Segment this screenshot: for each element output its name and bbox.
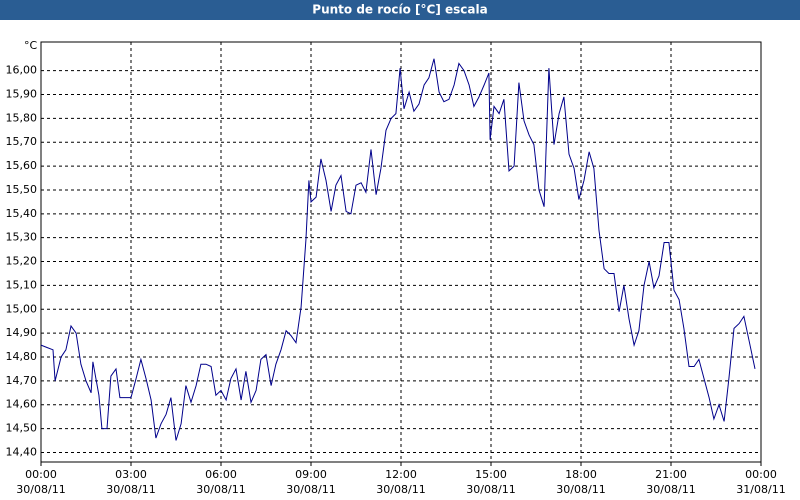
data-line <box>40 58 756 441</box>
x-tick-date: 30/08/11 <box>16 483 65 496</box>
x-tick-label: 18:00 <box>565 468 597 481</box>
y-tick-label: 14,60 <box>6 398 38 411</box>
x-tick-label: 03:00 <box>115 468 147 481</box>
x-tick-label: 06:00 <box>205 468 237 481</box>
y-tick-label: 14,80 <box>6 350 38 363</box>
y-tick-label: 15,10 <box>6 278 38 291</box>
y-tick-label: 15,90 <box>6 88 38 101</box>
x-tick-label: 15:00 <box>475 468 507 481</box>
x-tick-date: 30/08/11 <box>286 483 335 496</box>
x-tick-date: 30/08/11 <box>466 483 515 496</box>
x-tick-label: 12:00 <box>385 468 417 481</box>
x-tick-label: 00:00 <box>745 468 777 481</box>
y-tick-label: 15,70 <box>6 135 38 148</box>
x-tick-label: 09:00 <box>295 468 327 481</box>
x-tick-label: 21:00 <box>655 468 687 481</box>
x-tick-date: 30/08/11 <box>646 483 695 496</box>
y-tick-label: 14,40 <box>6 445 38 458</box>
x-tick-date: 30/08/11 <box>556 483 605 496</box>
y-tick-label: 16,00 <box>6 64 38 77</box>
y-tick-label: 15,30 <box>6 231 38 244</box>
y-unit: °C <box>24 39 38 52</box>
y-tick-label: 15,00 <box>6 302 38 315</box>
y-tick-label: 14,90 <box>6 326 38 339</box>
y-tick-label: 15,80 <box>6 111 38 124</box>
chart-title: Punto de rocío [°C] escala <box>312 3 487 17</box>
y-tick-label: 14,50 <box>6 422 38 435</box>
x-tick-date: 31/08/11 <box>736 483 785 496</box>
y-tick-label: 14,70 <box>6 374 38 387</box>
x-tick-date: 30/08/11 <box>106 483 155 496</box>
x-tick-date: 30/08/11 <box>196 483 245 496</box>
x-tick-label: 00:00 <box>25 468 57 481</box>
y-tick-label: 15,50 <box>6 183 38 196</box>
y-tick-label: 15,60 <box>6 159 38 172</box>
y-tick-label: 15,20 <box>6 255 38 268</box>
title-bar <box>0 0 800 20</box>
x-tick-date: 30/08/11 <box>376 483 425 496</box>
y-tick-label: 15,40 <box>6 207 38 220</box>
